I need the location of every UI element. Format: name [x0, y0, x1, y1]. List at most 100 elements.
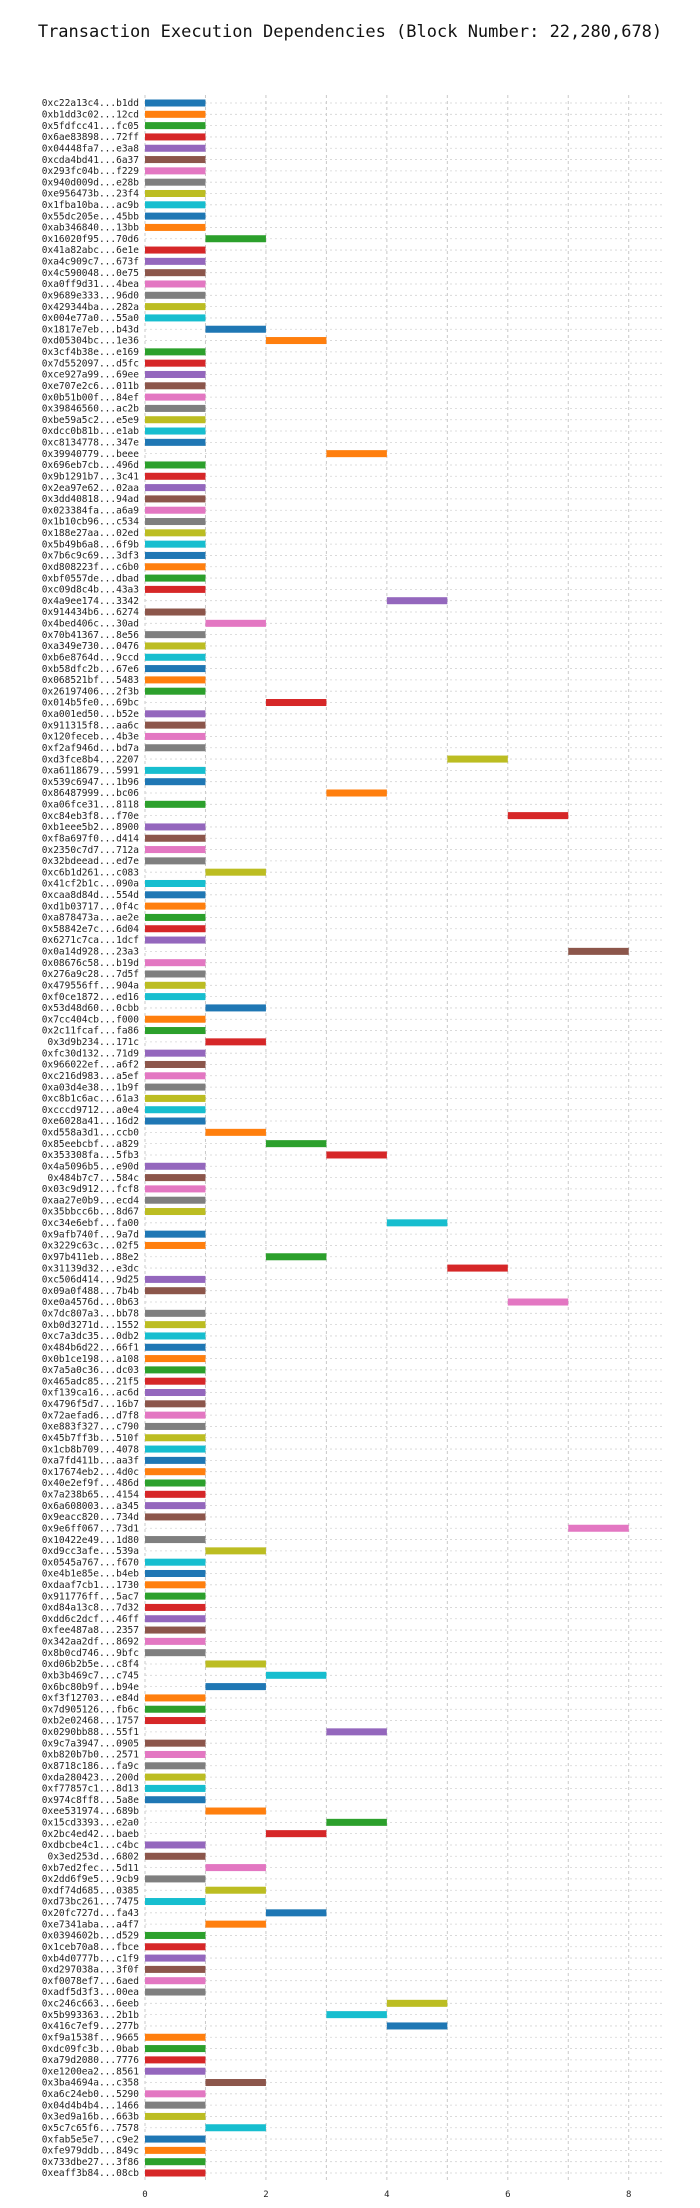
transaction-bar [145, 1434, 206, 1442]
transaction-bar [145, 1626, 206, 1634]
transaction-label: 0x7d552097...d5fc [42, 358, 139, 369]
transaction-label: 0xa7fd411b...aa3f [42, 1456, 139, 1467]
x-tick-label: 4 [384, 2190, 389, 2200]
transaction-bar [507, 1298, 569, 1306]
transaction-bar [145, 1117, 206, 1125]
transaction-bar [145, 269, 206, 277]
transaction-label: 0x9eacc820...734d [42, 1512, 139, 1523]
transaction-label: 0x35bbcc6b...8d67 [42, 1207, 139, 1218]
transaction-bar [145, 416, 206, 424]
chart-title: Transaction Execution Dependencies (Bloc… [37, 22, 663, 42]
transaction-label: 0x08676c58...b19d [42, 958, 139, 969]
transaction-bar [145, 1060, 206, 1068]
transaction-bar [145, 1355, 206, 1363]
transaction-label: 0x2dd6f9e5...9cb9 [42, 1874, 140, 1885]
transaction-label: 0xee531974...689b [42, 1806, 140, 1817]
transaction-bar [145, 1275, 206, 1283]
transaction-label: 0x53d48d60...0cbb [42, 1003, 140, 1014]
transaction-bar [326, 1728, 387, 1736]
transaction-label: 0x484b7c7...584c [47, 1173, 139, 1184]
transaction-label: 0x3ba4694a...c358 [42, 2078, 140, 2089]
transaction-bar [145, 1750, 206, 1758]
transaction-bar [145, 1015, 206, 1023]
transaction-bar [145, 370, 206, 378]
transaction-label: 0xd84a13c8...7d32 [42, 1603, 139, 1614]
transaction-bar [265, 1671, 327, 1679]
transaction-label: 0x04448fa7...e3a8 [42, 143, 140, 154]
transaction-bar [145, 1875, 206, 1883]
transaction-label: 0x539c6947...1b96 [42, 777, 140, 788]
transaction-bar [145, 178, 206, 186]
transaction-label: 0xf139ca16...ac6d [42, 1388, 139, 1399]
transaction-bar [145, 1841, 206, 1849]
transaction-bar [568, 947, 629, 955]
transaction-label: 0xd06b2b5e...c8f4 [42, 1659, 140, 1670]
transaction-bar [145, 1241, 206, 1249]
transaction-bar [145, 1445, 206, 1453]
transaction-bar [145, 1468, 206, 1476]
transaction-label: 0x3ed253d...6802 [47, 1851, 139, 1862]
transaction-bar [386, 1219, 448, 1227]
transaction-bar [145, 1852, 206, 1860]
transaction-label: 0xb58dfc2b...67e6 [42, 664, 140, 675]
transaction-bar [145, 303, 206, 311]
transaction-label: 0xd808223f...c6b0 [42, 562, 140, 573]
transaction-label: 0x58842e7c...6d04 [42, 924, 140, 935]
transaction-label: 0xb7ed2fec...5d11 [42, 1863, 140, 1874]
transaction-label: 0x31139d32...e3dc [42, 1263, 139, 1274]
transaction-label: 0xb2e02468...1757 [42, 1716, 139, 1727]
transaction-bar [386, 1999, 448, 2007]
transaction-label: 0x3ed9a16b...663b [42, 2112, 140, 2123]
transaction-bar [145, 1502, 206, 1510]
transaction-bar [145, 314, 206, 322]
transaction-bar [145, 1603, 206, 1611]
transaction-label: 0xe883f327...c790 [42, 1422, 140, 1433]
transaction-bar [145, 1377, 206, 1385]
transaction-label: 0x45b7ff3b...510f [42, 1433, 139, 1444]
transaction-label: 0xcaa8d84d...554d [42, 890, 139, 901]
transaction-bar [326, 1818, 387, 1826]
transaction-bar [145, 1094, 206, 1102]
transaction-bar [265, 1253, 327, 1261]
transaction-label: 0x7cc404cb...f000 [42, 1014, 140, 1025]
transaction-bar [145, 879, 206, 887]
transaction-label: 0xa6118679...5991 [42, 766, 140, 777]
transaction-bar [145, 2045, 206, 2053]
transaction-bar [145, 2033, 206, 2041]
transaction-label: 0x4796f5d7...16b7 [42, 1399, 139, 1410]
transaction-label: 0x5fdfcc41...fc05 [42, 121, 139, 132]
transaction-label: 0x97b411eb...88e2 [42, 1252, 139, 1263]
transaction-bar [145, 1185, 206, 1193]
transaction-bar [145, 518, 206, 526]
transaction-label: 0x72aefad6...d7f8 [42, 1410, 140, 1421]
transaction-label: 0xc7a3dc35...0db2 [42, 1331, 139, 1342]
transaction-bar [145, 1106, 206, 1114]
transaction-label: 0x0394602b...d529 [42, 1931, 140, 1942]
transaction-bar [145, 110, 206, 118]
transaction-bar [145, 1400, 206, 1408]
transaction-bar [145, 1954, 206, 1962]
transaction-bar [145, 891, 206, 899]
transaction-label: 0xc84eb3f8...f70e [42, 811, 140, 822]
transaction-label: 0xc246c663...6eeb [42, 1999, 140, 2010]
transaction-label: 0x068521bf...5483 [42, 675, 139, 686]
transaction-bar [205, 235, 266, 243]
transaction-label: 0xf8a697f0...d414 [42, 833, 140, 844]
transaction-bar [265, 699, 327, 707]
transaction-bar [145, 133, 206, 141]
transaction-label: 0x6ae83898...72ff [42, 132, 139, 143]
transaction-label: 0xa349e730...0476 [42, 641, 140, 652]
transaction-label: 0xd73bc261...7475 [42, 1897, 139, 1908]
transaction-label: 0x7b6c9c69...3df3 [42, 551, 139, 562]
transaction-bar [145, 461, 206, 469]
transaction-bar [145, 472, 206, 480]
transaction-bar [145, 857, 206, 865]
transaction-bar [145, 2146, 206, 2154]
transaction-bar [205, 1864, 266, 1872]
transaction-label: 0x2c11fcaf...fa86 [42, 1026, 140, 1037]
transaction-label: 0x9c7a3947...0905 [42, 1738, 139, 1749]
transaction-bar [145, 529, 206, 537]
transaction-bar [145, 1513, 206, 1521]
transaction-bar [145, 1762, 206, 1770]
transaction-label: 0x276a9c28...7d5f [42, 969, 139, 980]
